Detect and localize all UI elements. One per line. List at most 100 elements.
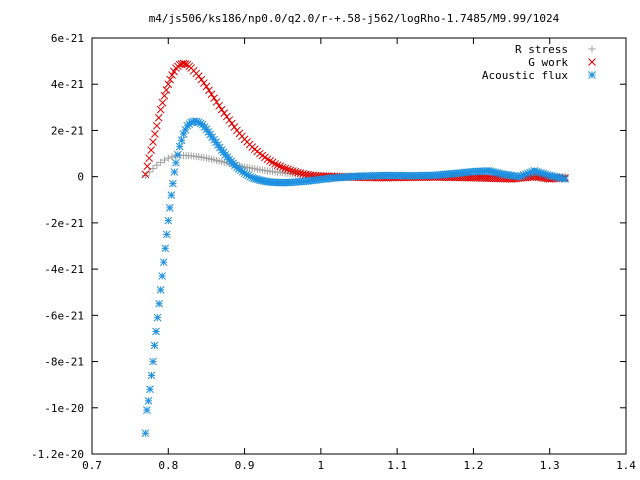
data-point — [197, 75, 206, 84]
data-point — [166, 75, 175, 84]
data-point — [173, 150, 182, 159]
data-point — [155, 299, 163, 308]
data-point — [146, 385, 154, 394]
data-point — [161, 244, 170, 253]
data-point — [165, 204, 174, 212]
x-tick-label: 1.1 — [387, 459, 407, 472]
data-point — [228, 119, 236, 128]
data-point — [149, 165, 157, 173]
data-point — [271, 160, 279, 168]
data-point — [276, 162, 285, 171]
data-point — [175, 142, 184, 151]
legend-label: G work — [528, 56, 568, 69]
data-point — [141, 429, 150, 438]
y-tick-label: -1.2e-20 — [31, 448, 84, 461]
data-point — [281, 164, 290, 173]
data-point — [170, 67, 178, 76]
data-point — [151, 130, 159, 138]
legend-marker — [588, 58, 596, 66]
data-point — [143, 162, 152, 171]
data-point — [168, 71, 176, 79]
data-point — [177, 136, 186, 145]
data-point — [153, 161, 161, 169]
data-point — [156, 286, 165, 294]
x-tick-label: 1.3 — [540, 459, 560, 472]
x-tick-label: 1 — [318, 459, 325, 472]
y-tick-label: 0 — [77, 171, 84, 184]
y-axis: 6e-21 4e-21 2e-21 0 -2e-21 -4e-21 -6e-21 -8e-21… — [31, 32, 626, 461]
data-point — [220, 109, 229, 117]
data-point — [145, 154, 154, 163]
data-point — [158, 272, 167, 280]
data-point — [147, 146, 155, 154]
data-point — [152, 121, 161, 130]
y-tick-label: -4e-21 — [44, 263, 84, 276]
data-point — [159, 258, 168, 267]
y-tick-label: -1e-20 — [44, 402, 84, 415]
data-point — [158, 98, 167, 107]
data-point — [225, 116, 234, 124]
data-point — [147, 371, 156, 380]
data-point — [202, 82, 211, 91]
x-tick-label: 0.7 — [82, 459, 102, 472]
data-point — [200, 79, 208, 87]
series-acoustic-flux — [141, 117, 569, 438]
y-tick-label: 6e-21 — [51, 32, 84, 45]
plot-frame — [91, 37, 627, 455]
data-point — [286, 166, 295, 175]
data-point — [289, 167, 297, 175]
data-point — [207, 90, 216, 99]
data-point — [561, 175, 569, 183]
legend-marker — [588, 45, 596, 53]
data-point — [160, 156, 168, 164]
data-point — [222, 112, 231, 121]
data-point — [150, 341, 159, 350]
data-point — [278, 163, 287, 172]
data-point — [164, 80, 173, 89]
data-point — [143, 406, 151, 414]
data-point — [149, 138, 157, 146]
legend-label: Acoustic flux — [482, 69, 568, 82]
data-point — [283, 165, 292, 174]
data-point — [167, 191, 176, 200]
data-point — [141, 172, 149, 180]
data-point — [164, 216, 173, 225]
data-point — [144, 396, 153, 405]
y-tick-label: -8e-21 — [44, 356, 84, 369]
data-point — [205, 86, 213, 95]
y-tick-label: 2e-21 — [51, 124, 84, 137]
data-point — [162, 230, 171, 239]
data-point — [294, 168, 302, 177]
data-point — [164, 154, 172, 162]
data-point — [154, 113, 163, 122]
data-point — [169, 179, 177, 188]
data-point — [141, 170, 150, 179]
data-point — [170, 168, 179, 176]
data-point — [212, 98, 221, 106]
data-point — [168, 153, 176, 161]
data-point — [149, 357, 157, 366]
data-point — [172, 158, 180, 167]
data-point — [194, 72, 203, 80]
data-point — [145, 168, 153, 176]
data-point — [157, 158, 165, 166]
data-point — [152, 327, 160, 336]
legend-marker — [588, 71, 596, 79]
y-tick-label: -2e-21 — [44, 217, 84, 230]
data-point — [217, 105, 226, 114]
x-tick-label: 0.9 — [235, 459, 255, 472]
plot-marks — [141, 59, 569, 438]
chart-title: m4/js506/ks186/np0.0/q2.0/r-+.58-j562/lo… — [149, 12, 560, 25]
data-point — [162, 86, 171, 94]
data-point — [160, 91, 169, 100]
data-point — [296, 169, 305, 177]
data-point — [230, 123, 239, 131]
y-tick-label: 4e-21 — [51, 78, 84, 91]
x-tick-label: 0.8 — [158, 459, 178, 472]
data-point — [153, 313, 162, 322]
data-point — [181, 60, 190, 68]
data-point — [273, 161, 282, 169]
